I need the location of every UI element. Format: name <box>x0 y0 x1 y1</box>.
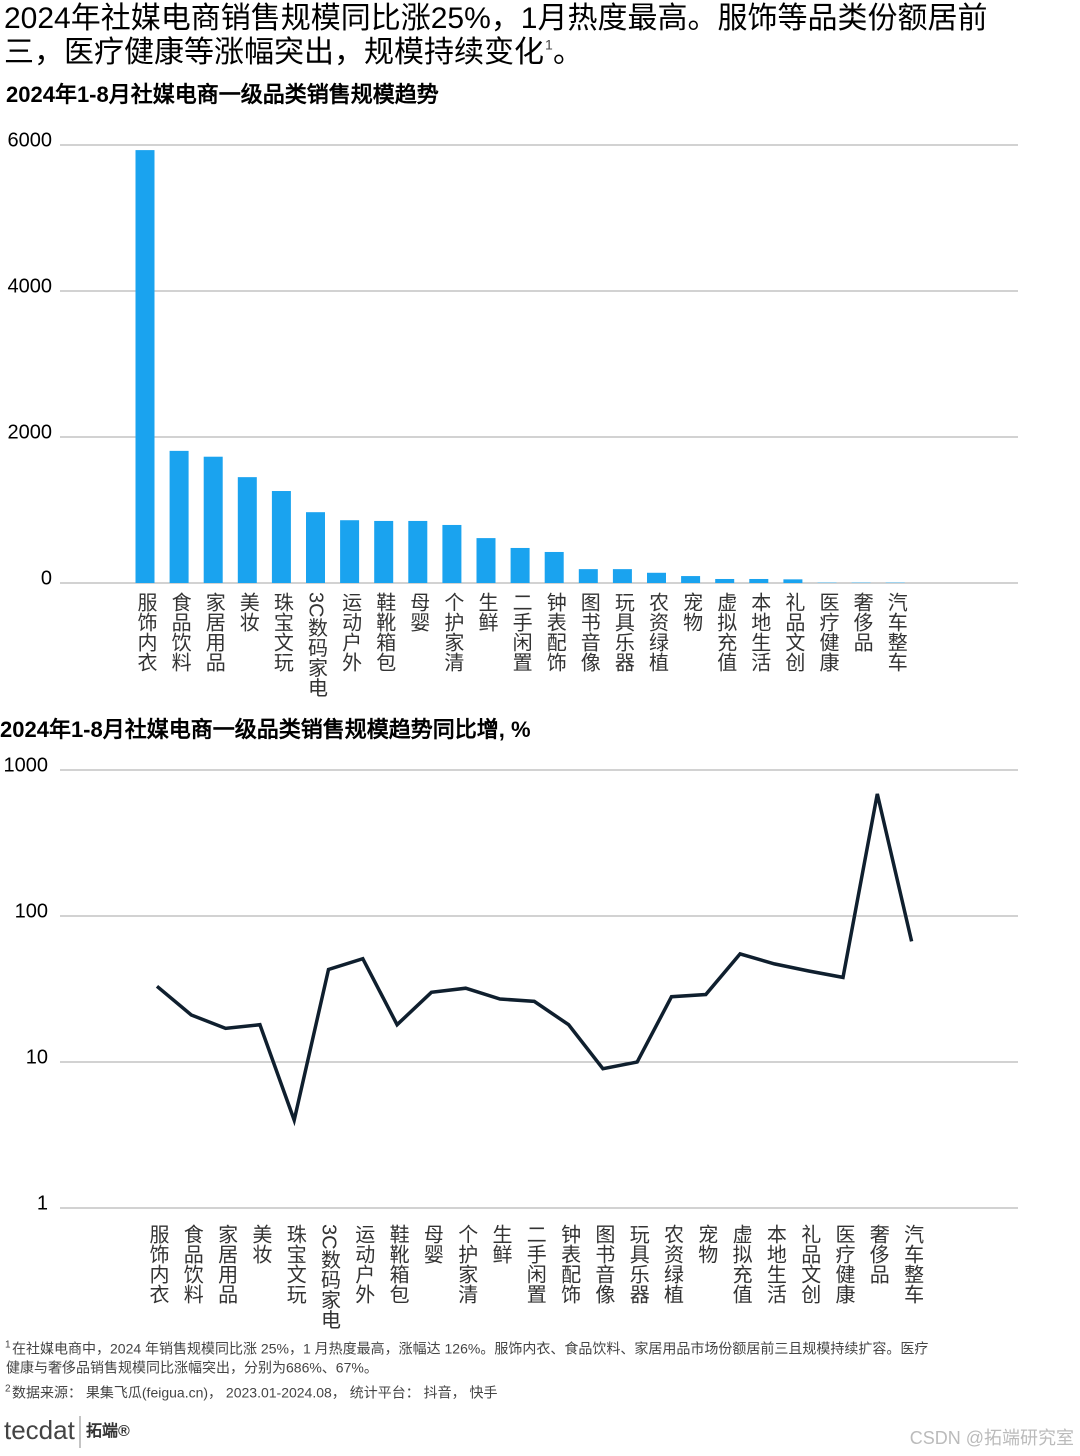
footnote-marker: 1 <box>5 1340 11 1351</box>
x-tick-label: 二手闲置 <box>523 1224 545 1304</box>
y-tick-label: 1000 <box>4 754 49 776</box>
x-tick-label: 食品饮料 <box>168 592 191 672</box>
x-tick-label: 礼品文创 <box>798 1224 821 1304</box>
x-tick-label: 钟表配饰 <box>558 1224 581 1304</box>
bar <box>647 572 666 583</box>
x-tick-label: 汽车整车 <box>884 592 907 672</box>
bar <box>135 150 155 584</box>
x-tick-label: 本地生活 <box>763 1224 786 1304</box>
x-tick-label: 宠物 <box>680 592 703 632</box>
x-tick-label: 珠宝文玩 <box>270 592 293 672</box>
x-tick-label: 宠物 <box>695 1224 718 1264</box>
x-tick-label: 3C数码家电 <box>318 1224 341 1330</box>
x-tick-label: 奢侈品 <box>866 1224 889 1284</box>
x-tick-label: 家居用品 <box>215 1224 238 1304</box>
bar <box>271 491 291 583</box>
x-tick-label: 奢侈品 <box>850 592 873 652</box>
bar <box>578 569 598 583</box>
x-tick-label: 汽车整车 <box>901 1224 924 1304</box>
bar <box>442 524 462 583</box>
y-tick-label: 0 <box>41 567 52 589</box>
x-tick-label: 食品饮料 <box>180 1224 203 1304</box>
x-tick-label: 农资绿植 <box>661 1224 684 1304</box>
footnote-text: 健康与奢侈品销售规模同比涨幅突出，分别为686%、67%。 <box>6 1360 378 1376</box>
x-tick-label: 医疗健康 <box>832 1224 855 1304</box>
bar <box>408 520 428 583</box>
x-tick-label: 本地生活 <box>748 592 771 672</box>
bar <box>237 477 257 583</box>
x-tick-label: 虚拟充值 <box>729 1224 752 1304</box>
footnote-text: 在社媒电商中，2024 年销售规模同比涨 25%，1 月热度最高，涨幅达 126… <box>12 1341 928 1357</box>
x-tick-label: 服饰内衣 <box>146 1224 169 1304</box>
bar <box>544 551 564 583</box>
x-tick-label: 个护家清 <box>441 592 464 672</box>
x-tick-label: 鞋靴箱包 <box>373 592 396 672</box>
x-tick-label: 珠宝文玩 <box>283 1224 306 1304</box>
x-tick-label: 3C数码家电 <box>305 592 328 698</box>
bar <box>340 520 360 583</box>
y-tick-label: 100 <box>15 900 48 922</box>
y-tick-label: 6000 <box>8 129 53 151</box>
footnote-text: 数据来源： 果集飞瓜(feigua.cn)， 2023.01-2024.08， … <box>12 1385 497 1401</box>
x-tick-label: 农资绿植 <box>646 592 669 672</box>
line <box>155 793 914 1127</box>
page-title-line: 三，医疗健康等涨幅突出，规模持续变化 <box>4 36 544 69</box>
x-tick-label: 钟表配饰 <box>543 592 566 672</box>
x-tick-label: 运动户外 <box>339 592 362 672</box>
bar <box>715 578 735 583</box>
x-tick-label: 运动户外 <box>352 1224 375 1304</box>
x-tick-label: 生鲜 <box>475 592 498 632</box>
x-tick-label: 鞋靴箱包 <box>386 1224 409 1304</box>
x-tick-label: 玩具乐器 <box>626 1224 649 1304</box>
x-tick-label: 美妆 <box>236 592 259 632</box>
x-tick-label: 医疗健康 <box>816 592 839 672</box>
bar <box>612 569 632 583</box>
logo-brand: tecdat <box>4 1415 76 1445</box>
bar <box>749 578 769 583</box>
x-tick-label: 虚拟充值 <box>714 592 737 672</box>
bar <box>783 579 803 583</box>
logo-brand-cn: 拓端® <box>86 1421 130 1440</box>
y-tick-label: 10 <box>26 1046 48 1068</box>
page-title-line: 2024年社媒电商销售规模同比涨25%，1月热度最高。服饰等品类份额居前 <box>4 2 987 35</box>
x-tick-label: 美妆 <box>249 1224 272 1264</box>
title-end: 。 <box>553 36 583 69</box>
chart-title: 2024年1-8月社媒电商一级品类销售规模趋势 <box>6 82 439 107</box>
bar <box>374 520 394 583</box>
x-tick-label: 二手闲置 <box>509 592 531 672</box>
x-tick-label: 生鲜 <box>489 1224 512 1264</box>
x-tick-label: 个护家清 <box>455 1224 478 1304</box>
watermark: CSDN @拓端研究室 <box>910 1428 1074 1448</box>
bar <box>306 512 325 583</box>
footnote-marker: 2 <box>5 1384 11 1395</box>
title-note: 1 <box>545 37 553 53</box>
bar <box>510 547 530 583</box>
x-tick-label: 母婴 <box>407 592 429 632</box>
x-tick-label: 图书音像 <box>592 1224 615 1304</box>
y-tick-label: 2000 <box>8 421 53 443</box>
chart-title: 2024年1-8月社媒电商一级品类销售规模趋势同比增, % <box>0 717 531 742</box>
bar <box>476 538 496 583</box>
x-tick-label: 礼品文创 <box>782 592 805 672</box>
x-tick-label: 服饰内衣 <box>134 592 157 672</box>
x-tick-label: 玩具乐器 <box>611 592 634 672</box>
y-tick-label: 4000 <box>8 275 53 297</box>
y-tick-label: 1 <box>37 1192 48 1214</box>
bar <box>681 576 701 583</box>
x-tick-label: 母婴 <box>420 1224 442 1264</box>
bar <box>203 456 223 583</box>
x-tick-label: 图书音像 <box>577 592 600 672</box>
bar <box>169 450 189 583</box>
x-tick-label: 家居用品 <box>202 592 225 672</box>
